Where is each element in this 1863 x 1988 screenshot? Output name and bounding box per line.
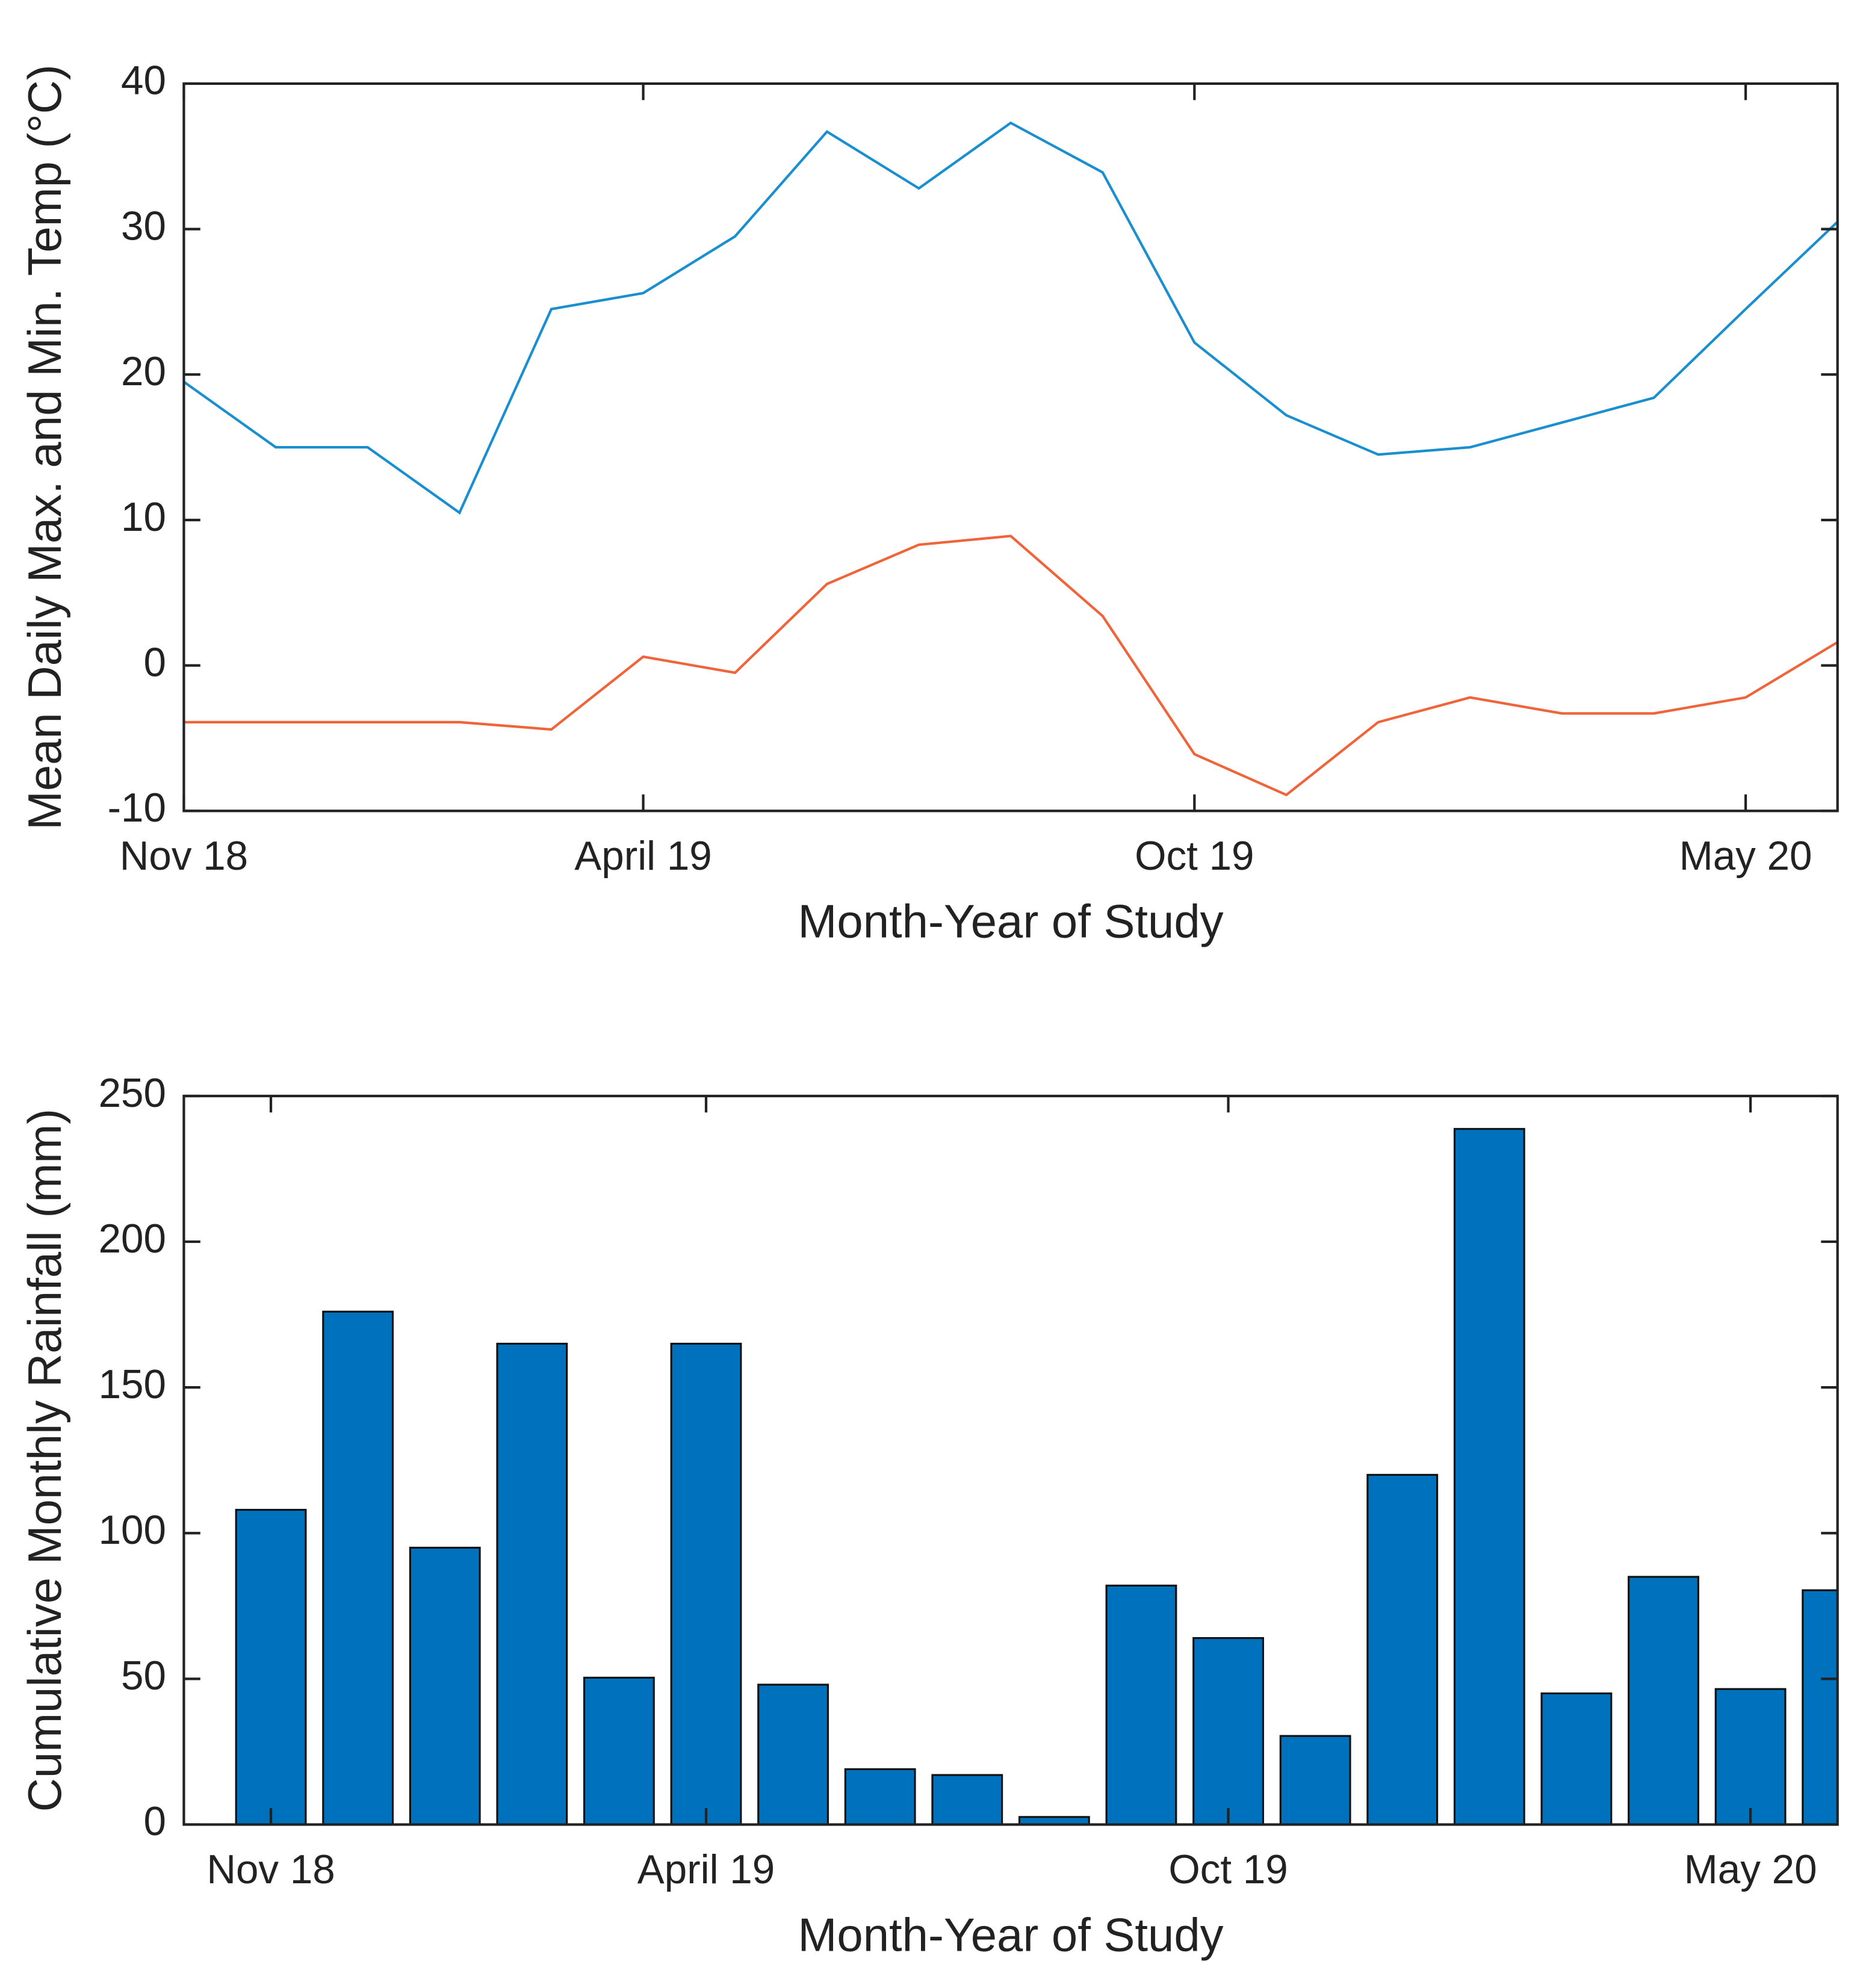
bar	[1628, 1576, 1699, 1826]
bar	[670, 1342, 742, 1826]
bar	[1453, 1128, 1525, 1826]
y-tick-label: 250	[99, 1071, 166, 1116]
bar	[757, 1683, 829, 1826]
bar	[931, 1774, 1003, 1826]
line-series	[183, 121, 1839, 515]
y-tick-label: 30	[121, 203, 166, 249]
y-tick-label: 10	[121, 495, 166, 540]
line-series	[184, 534, 1838, 797]
x-tick-label: Nov 18	[206, 1847, 335, 1892]
x-tick-label: May 20	[1684, 1847, 1817, 1892]
bars	[235, 1128, 1838, 1826]
x-axis-label: Month-Year of Study	[798, 894, 1224, 947]
bar	[409, 1546, 481, 1826]
bar	[1802, 1589, 1838, 1826]
bar	[1714, 1688, 1787, 1826]
x-tick-label: Nov 18	[120, 834, 248, 879]
x-tick-label: Oct 19	[1135, 834, 1254, 879]
bar	[1540, 1692, 1613, 1826]
x-tick-label: Oct 19	[1168, 1847, 1288, 1892]
y-tick-label: 100	[99, 1508, 166, 1553]
y-tick-label: 200	[99, 1216, 166, 1262]
plot-area	[183, 121, 1839, 797]
axes-box	[182, 1094, 1839, 1826]
y-tick-label: 150	[99, 1362, 166, 1407]
bar	[1192, 1637, 1264, 1826]
bar	[1279, 1735, 1351, 1826]
y-tick-label: 50	[121, 1653, 166, 1698]
bar	[496, 1342, 568, 1826]
bar	[1105, 1584, 1177, 1826]
bar	[322, 1310, 394, 1826]
x-tick-label: May 20	[1679, 834, 1812, 879]
y-axis-label: Mean Daily Max. and Min. Temp (°C)	[18, 64, 71, 830]
y-tick-label: 0	[144, 1799, 166, 1844]
y-axis-label: Cumulative Monthly Rainfall (mm)	[18, 1109, 71, 1812]
x-tick-label: April 19	[637, 1847, 775, 1892]
bar	[844, 1768, 916, 1826]
bar	[235, 1508, 307, 1826]
bar	[583, 1676, 655, 1826]
y-tick-label: 40	[121, 58, 166, 104]
bar	[1366, 1473, 1439, 1826]
x-axis-label: Month-Year of Study	[798, 1908, 1224, 1961]
y-tick-label: 20	[121, 349, 166, 394]
y-tick-label: 0	[144, 640, 166, 685]
x-tick-label: April 19	[574, 834, 711, 879]
y-tick-label: -10	[108, 785, 166, 831]
axes-box	[182, 82, 1839, 813]
